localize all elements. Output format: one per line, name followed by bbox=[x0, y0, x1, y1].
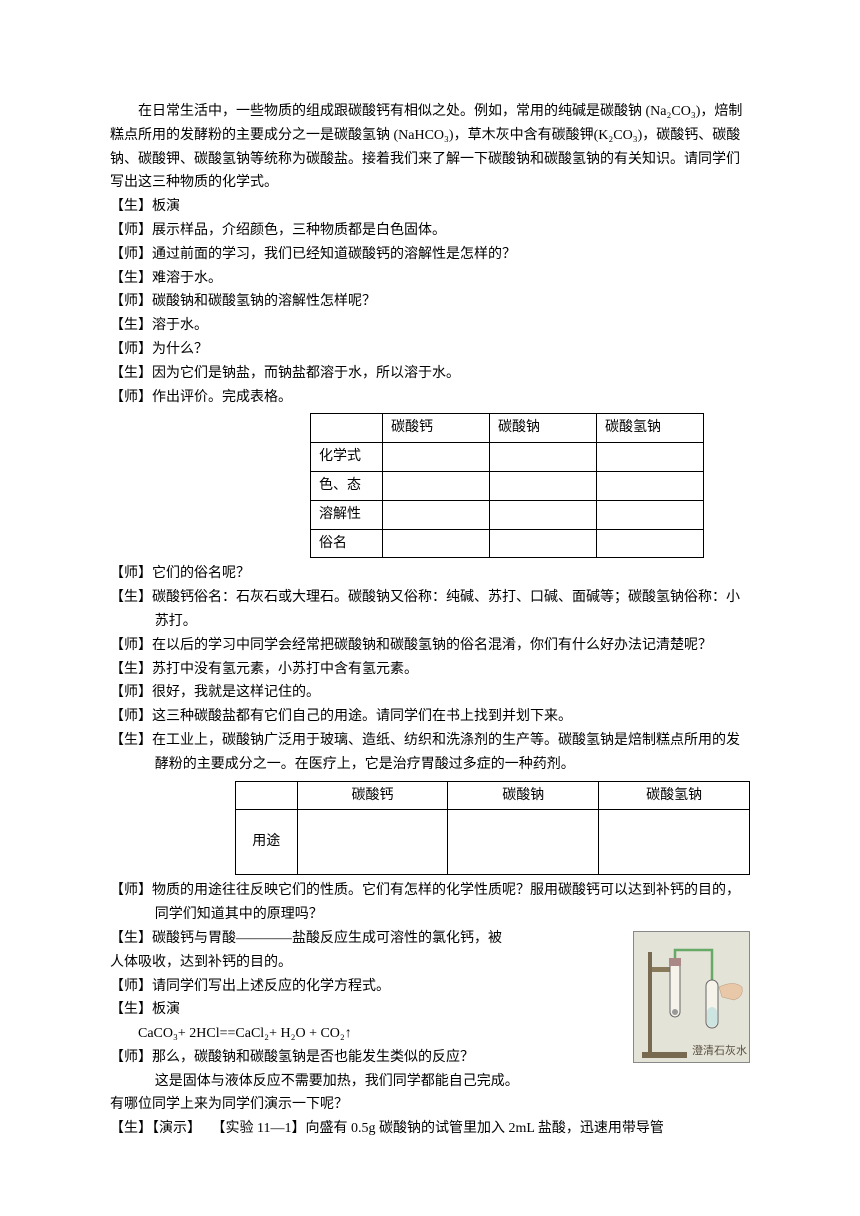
table-cell: 碳酸钠 bbox=[448, 781, 599, 810]
intro-paragraph: 在日常生活中，一些物质的组成跟碳酸钙有相似之处。例如，常用的纯碱是碳酸钠 (Na… bbox=[110, 100, 750, 195]
table-cell: 碳酸氢钠 bbox=[599, 781, 750, 810]
dialogue-line: 【师】它们的俗名呢？ bbox=[110, 562, 750, 586]
dialogue-block-2: 【师】它们的俗名呢？ 【生】碳酸钙俗名：石灰石或大理石。碳酸钠又俗称：纯碱、苏打… bbox=[110, 562, 750, 776]
dialogue-line: 【师】在以后的学习中同学会经常把碳酸钠和碳酸氢钠的俗名混淆，你们有什么好办法记清… bbox=[110, 634, 750, 658]
table-cell: 色、态 bbox=[311, 471, 383, 500]
dialogue-line: 【师】这三种碳酸盐都有它们自己的用途。请同学们在书上找到并划下来。 bbox=[110, 705, 750, 729]
table-cell bbox=[236, 781, 298, 810]
dialogue-line: 【师】为什么？ bbox=[110, 338, 750, 362]
dialogue-line: 【师】展示样品，介绍颜色，三种物质都是白色固体。 bbox=[110, 219, 750, 243]
table-cell: 碳酸钠 bbox=[490, 414, 597, 443]
dialogue-line: 【生】板演 bbox=[110, 195, 750, 219]
table-cell: 碳酸钙 bbox=[383, 414, 490, 443]
followup-line: 这是固体与液体反应不需要加热，我们同学都能自己完成。 bbox=[110, 1070, 750, 1094]
table-cell: 化学式 bbox=[311, 443, 383, 472]
dialogue-line: 【师】碳酸钠和碳酸氢钠的溶解性怎样呢？ bbox=[110, 290, 750, 314]
dialogue-line: 【师】很好，我就是这样记住的。 bbox=[110, 681, 750, 705]
dialogue-line: 【生】苏打中没有氢元素，小苏打中含有氢元素。 bbox=[110, 658, 750, 682]
dialogue-block-1: 【生】板演 【师】展示样品，介绍颜色，三种物质都是白色固体。 【师】通过前面的学… bbox=[110, 195, 750, 409]
experiment-apparatus-figure: 澄清石灰水 bbox=[633, 931, 750, 1063]
dialogue-line: 【师】物质的用途往往反映它们的性质。它们有怎样的化学性质呢？服用碳酸钙可以达到补… bbox=[110, 879, 750, 927]
table-cell: 碳酸钙 bbox=[297, 781, 448, 810]
followup-line: 有哪位同学上来为同学们演示一下呢？ bbox=[110, 1093, 750, 1117]
usage-table: 碳酸钙 碳酸钠 碳酸氢钠 用途 bbox=[235, 781, 750, 876]
table-cell: 俗名 bbox=[311, 529, 383, 558]
table-cell bbox=[311, 414, 383, 443]
dialogue-line: 【生】溶于水。 bbox=[110, 314, 750, 338]
dialogue-line: 【师】通过前面的学习，我们已经知道碳酸钙的溶解性是怎样的？ bbox=[110, 243, 750, 267]
dialogue-line: 【生】难溶于水。 bbox=[110, 267, 750, 291]
experiment-line: 【生】【演示】 【实验 11—1】向盛有 0.5g 碳酸钠的试管里加入 2mL … bbox=[110, 1117, 750, 1141]
comparison-table-1: 碳酸钙 碳酸钠 碳酸氢钠 化学式 色、态 溶解性 俗名 bbox=[310, 413, 704, 558]
dialogue-block-3: 【师】物质的用途往往反映它们的性质。它们有怎样的化学性质呢？服用碳酸钙可以达到补… bbox=[110, 879, 750, 1141]
table-cell: 用途 bbox=[236, 810, 298, 875]
dialogue-line: 【生】因为它们是钠盐，而钠盐都溶于水，所以溶于水。 bbox=[110, 362, 750, 386]
dialogue-line: 【师】作出评价。完成表格。 bbox=[110, 386, 750, 410]
table-cell: 碳酸氢钠 bbox=[597, 414, 704, 443]
dialogue-line: 【生】碳酸钙俗名：石灰石或大理石。碳酸钠又俗称：纯碱、苏打、口碱、面碱等；碳酸氢… bbox=[110, 586, 750, 634]
figure-label: 澄清石灰水 bbox=[692, 1045, 747, 1058]
dialogue-line: 【生】在工业上，碳酸钠广泛用于玻璃、造纸、纺织和洗涤剂的生产等。碳酸氢钠是焙制糕… bbox=[110, 729, 750, 777]
table-cell: 溶解性 bbox=[311, 500, 383, 529]
